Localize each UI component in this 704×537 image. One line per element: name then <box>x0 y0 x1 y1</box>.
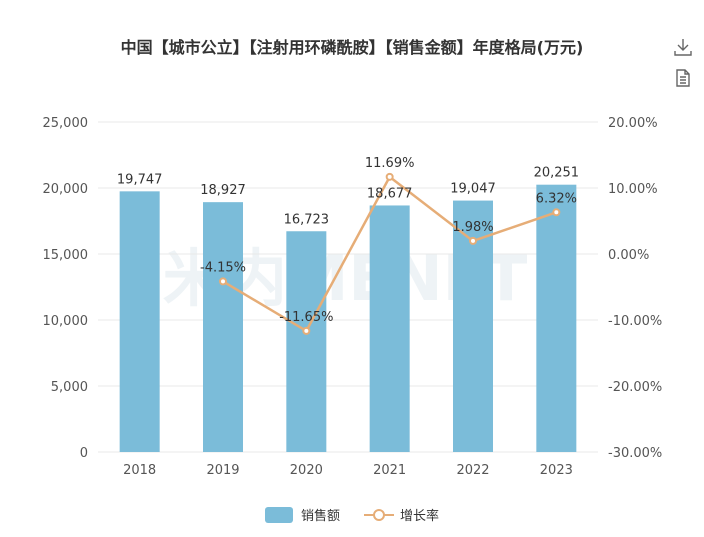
growth-point <box>385 172 394 181</box>
bar <box>203 202 243 452</box>
y-right-tick-label: -10.00% <box>608 314 662 329</box>
legend-line-swatch <box>364 508 394 521</box>
y-left-tick-label: 5,000 <box>51 380 88 395</box>
growth-value-label: -11.65% <box>279 310 333 325</box>
bar <box>119 191 160 452</box>
bar <box>536 184 577 452</box>
y-left-tick-label: 20,000 <box>43 182 89 197</box>
x-tick-label: 2021 <box>373 463 406 478</box>
growth-value-label: -4.15% <box>200 260 246 275</box>
growth-point <box>302 326 311 335</box>
legend-item-sales[interactable]: 销售额 <box>264 505 340 524</box>
legend-label-growth: 增长率 <box>400 509 440 524</box>
y-right-tick-label: 20.00% <box>608 116 658 131</box>
x-tick-label: 2019 <box>206 463 239 478</box>
chart-title: 中国【城市公立】【注射用环磷酰胺】【销售金额】年度格局(万元) <box>120 38 584 57</box>
bar-value-label: 19,747 <box>117 172 163 187</box>
bar-value-label: 20,251 <box>534 166 580 181</box>
bar-value-label: 16,723 <box>284 212 330 227</box>
bar-value-label: 18,927 <box>200 183 246 198</box>
growth-value-label: 1.98% <box>452 220 493 235</box>
growth-point <box>469 236 477 245</box>
growth-value-label: 6.32% <box>536 191 577 206</box>
y-left-tick-label: 25,000 <box>43 116 89 131</box>
legend-label-sales: 销售额 <box>300 509 340 524</box>
y-right-tick-label: -30.00% <box>608 446 662 461</box>
bar <box>369 205 410 452</box>
y-left-tick-label: 0 <box>80 446 88 461</box>
y-right-tick-label: 10.00% <box>608 182 658 197</box>
legend-bar-swatch <box>264 506 293 523</box>
x-tick-label: 2022 <box>456 463 489 478</box>
growth-point <box>552 208 561 217</box>
x-tick-label: 2020 <box>290 463 323 478</box>
legend-item-growth[interactable]: 增长率 <box>364 505 439 524</box>
growth-value-label: 11.69% <box>365 156 415 171</box>
legend: 销售额 增长率 <box>0 505 704 524</box>
y-right-tick-label: 0.00% <box>608 248 649 263</box>
y-left-tick-label: 15,000 <box>43 248 89 263</box>
x-tick-label: 2023 <box>540 463 573 478</box>
document-icon[interactable] <box>672 67 694 89</box>
bar-value-label: 18,677 <box>367 186 413 201</box>
x-tick-label: 2018 <box>123 463 156 478</box>
growth-point <box>219 277 227 286</box>
bar <box>286 231 327 452</box>
download-icon[interactable] <box>672 36 694 58</box>
y-right-tick-label: -20.00% <box>608 380 662 395</box>
y-left-tick-label: 10,000 <box>43 314 89 329</box>
bar-value-label: 19,047 <box>450 182 496 197</box>
